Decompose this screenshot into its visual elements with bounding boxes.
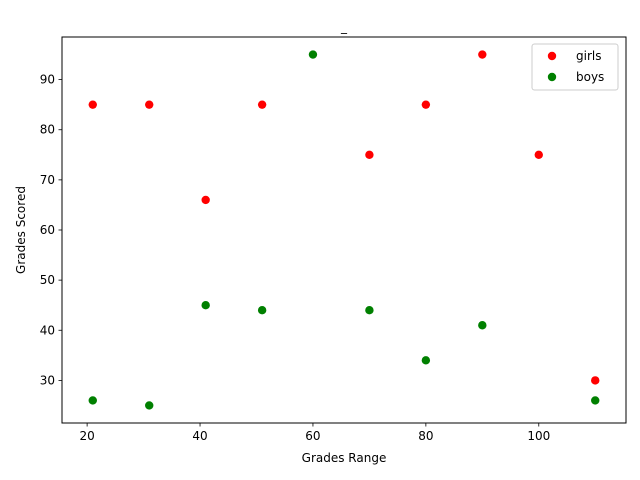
legend-label-boys: boys	[576, 70, 604, 84]
data-point-boys	[88, 396, 97, 405]
data-point-boys	[145, 401, 154, 410]
y-tick-label: 90	[40, 73, 55, 87]
x-tick-label: 20	[79, 429, 94, 443]
data-point-boys	[478, 321, 487, 330]
y-tick-label: 50	[40, 273, 55, 287]
data-point-girls	[201, 195, 210, 205]
chart-title: _	[340, 20, 348, 34]
y-axis-ticks: 30 40 50 60 70 80 90	[40, 73, 62, 387]
data-point-boys	[591, 396, 600, 405]
legend-marker-girls	[547, 51, 557, 61]
x-axis-ticks: 20 40 60 80 100	[79, 423, 550, 443]
legend-label-girls: girls	[576, 49, 601, 63]
data-point-girls	[257, 100, 267, 109]
y-tick-label: 80	[40, 123, 55, 137]
x-tick-label: 80	[418, 429, 433, 443]
data-point-girls	[421, 100, 431, 109]
points-layer	[88, 50, 600, 410]
legend-box	[531, 43, 619, 91]
y-tick-label: 30	[40, 373, 55, 387]
x-tick-label: 100	[527, 429, 550, 443]
data-point-boys	[421, 356, 431, 365]
data-point-girls	[88, 100, 97, 109]
y-tick-label: 40	[40, 323, 55, 337]
x-tick-label: 40	[192, 429, 207, 443]
data-point-boys	[201, 300, 210, 310]
y-tick-label: 60	[40, 223, 55, 237]
data-point-boys	[257, 306, 267, 315]
data-point-boys	[365, 306, 374, 315]
y-axis-label: Grades Scored	[14, 186, 28, 274]
x-axis-label: Grades Range	[302, 451, 387, 465]
data-point-girls	[534, 150, 543, 160]
data-point-girls	[478, 50, 487, 59]
y-tick-label: 70	[40, 173, 55, 187]
legend-marker-boys	[547, 72, 557, 82]
data-point-girls	[591, 376, 600, 385]
data-point-boys	[308, 50, 318, 59]
data-point-girls	[365, 150, 374, 160]
legend: girls boys	[531, 43, 619, 91]
data-point-girls	[145, 100, 154, 109]
x-tick-label: 60	[305, 429, 320, 443]
